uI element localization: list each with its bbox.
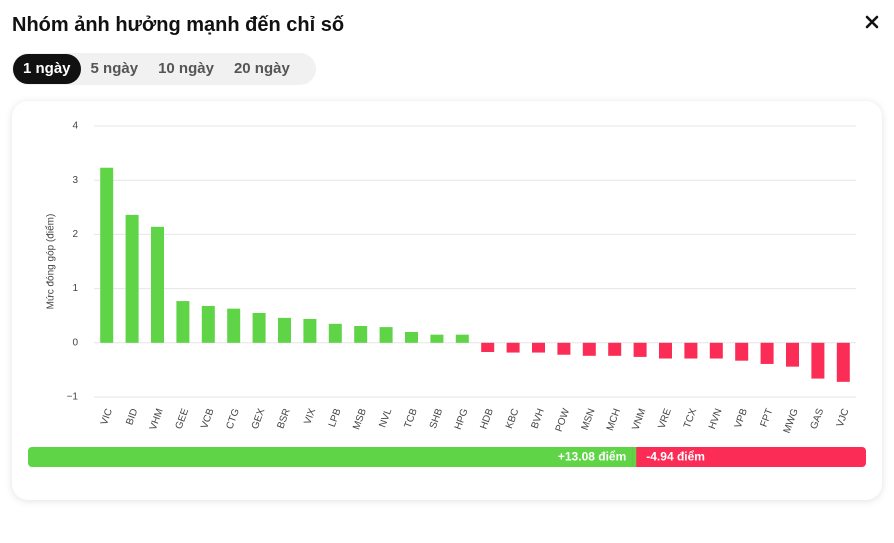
bar <box>278 317 291 343</box>
summary-label: +13.08 điểm <box>558 450 626 464</box>
y-tick-label: 3 <box>72 175 78 186</box>
x-tick-label: CTG <box>224 407 242 431</box>
bar <box>633 342 647 357</box>
y-tick-label: 0 <box>72 337 78 348</box>
x-tick-label: VIX <box>302 407 318 426</box>
bar <box>303 318 317 343</box>
x-tick-label: VCB <box>199 407 216 430</box>
bar <box>354 325 368 343</box>
x-tick-label: HPG <box>453 407 471 431</box>
x-tick-label: KBC <box>504 407 521 430</box>
bar <box>227 308 241 343</box>
bar <box>481 342 495 353</box>
x-tick-label: HVN <box>707 407 725 431</box>
bar <box>532 342 545 353</box>
summary-negative <box>636 447 866 467</box>
bar <box>709 342 723 359</box>
x-tick-label: VPB <box>733 407 750 430</box>
bar <box>684 342 698 359</box>
bar <box>557 342 571 355</box>
bar <box>455 334 469 343</box>
x-tick-label: GEE <box>174 407 192 431</box>
bar <box>506 342 520 353</box>
bar <box>786 342 799 367</box>
bar <box>836 342 850 382</box>
x-tick-label: BSR <box>275 407 292 430</box>
x-tick-label: VNM <box>630 407 648 432</box>
x-tick-label: MCH <box>605 407 623 432</box>
bar <box>100 167 114 343</box>
x-tick-label: TCB <box>403 407 420 430</box>
bar <box>735 342 749 361</box>
bar <box>582 342 596 356</box>
bar <box>811 342 825 379</box>
tab[interactable]: 1 ngày <box>13 54 81 84</box>
x-tick-label: VRE <box>656 407 673 430</box>
close-button[interactable] <box>864 14 880 30</box>
x-tick-label: LPB <box>327 407 344 429</box>
x-tick-label: VHM <box>148 407 166 432</box>
x-tick-label: FPT <box>759 407 776 429</box>
x-tick-label: BVH <box>529 407 546 430</box>
tab[interactable]: 10 ngày <box>158 60 214 77</box>
tab[interactable]: 20 ngày <box>233 60 290 77</box>
tab-bar: 1 ngày 5 ngày 10 ngày 20 ngày <box>12 53 316 85</box>
x-tick-label: VJC <box>835 407 852 429</box>
x-tick-label: SHB <box>428 407 445 430</box>
x-tick-label: POW <box>554 407 573 434</box>
summary-joint <box>632 447 637 467</box>
y-tick-label: 4 <box>72 121 78 132</box>
bar <box>405 331 418 343</box>
bar <box>252 312 266 343</box>
tab[interactable]: 5 ngày <box>90 60 139 77</box>
x-tick-label: GEX <box>250 407 268 431</box>
y-tick-label: 1 <box>72 283 78 294</box>
x-tick-label: VIC <box>99 407 115 426</box>
x-tick-label: NVL <box>377 407 394 429</box>
bar <box>328 323 342 343</box>
bar <box>760 342 774 364</box>
x-tick-label: TCX <box>682 407 699 430</box>
x-tick-label: MWG <box>782 407 801 435</box>
bar <box>430 334 444 343</box>
bar <box>608 342 622 356</box>
summary-label: -4.94 điểm <box>646 450 705 464</box>
summary-positive <box>28 447 637 467</box>
y-tick-label: −1 <box>67 392 79 403</box>
x-tick-label: BID <box>124 407 140 426</box>
x-tick-label: MSB <box>351 407 369 431</box>
title: Nhóm ảnh hưởng mạnh đến chỉ số <box>12 14 345 36</box>
bar <box>379 327 393 343</box>
x-tick-label: GAS <box>809 407 827 431</box>
bar <box>176 301 190 343</box>
y-axis-label: Mức đóng góp (điểm) <box>45 214 57 310</box>
x-tick-label: MSN <box>580 407 598 432</box>
y-tick-label: 2 <box>72 229 78 240</box>
bar <box>151 226 164 343</box>
bar <box>659 342 672 359</box>
bar <box>201 305 215 343</box>
x-tick-label: HDB <box>478 407 496 431</box>
bar <box>125 214 139 343</box>
